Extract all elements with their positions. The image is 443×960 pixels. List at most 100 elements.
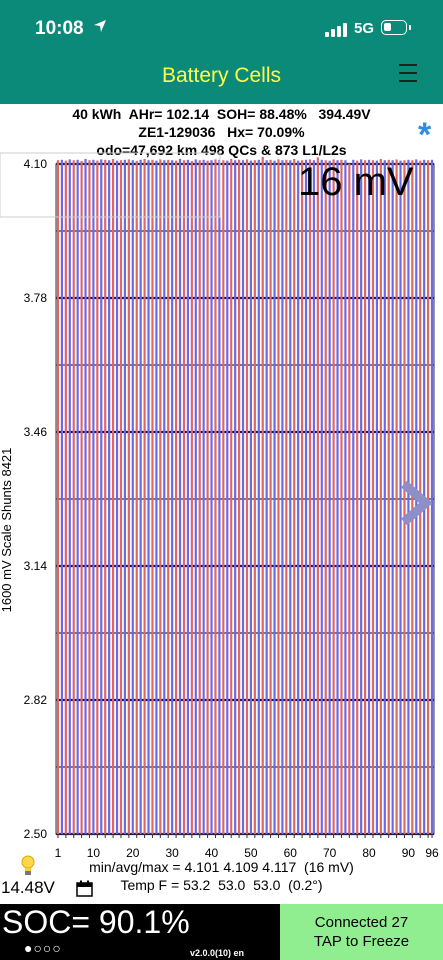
cell-bar (430, 159, 434, 834)
cell-bar (80, 161, 83, 834)
cell-bar (367, 159, 371, 834)
calendar-icon[interactable] (76, 880, 93, 897)
cell-bar (269, 159, 272, 834)
cellular-signal-icon (325, 21, 347, 37)
cell-bar (119, 160, 123, 835)
cell-bar (96, 160, 99, 834)
cell-bar (230, 158, 233, 835)
app-header: 10:08 5G Battery Cells (0, 0, 443, 104)
info-line-3: odo=47,692 km 498 QCs & 873 L1/L2s (96, 142, 347, 158)
cell-bar (257, 159, 260, 834)
x-tick-label: 40 (205, 846, 219, 860)
min-avg-max: min/avg/max = 4.101 4.109 4.117 (16 mV) (89, 859, 354, 875)
cell-bar (304, 159, 308, 834)
legend-box (0, 152, 221, 218)
x-tick-label: 90 (402, 846, 416, 860)
cell-bar (407, 159, 410, 834)
cell-bar (202, 159, 205, 834)
cell-bar (84, 158, 87, 835)
cell-bar (297, 160, 300, 834)
y-tick-label: 3.14 (24, 559, 48, 573)
cell-bar (356, 160, 359, 834)
cell-bar (285, 159, 288, 834)
page-title: Battery Cells (161, 64, 282, 87)
x-tick-label: 30 (165, 846, 179, 860)
cell-bar (387, 159, 390, 834)
cell-bar (108, 160, 111, 835)
cell-bar (249, 160, 253, 834)
cell-bar (363, 160, 367, 835)
x-tick-label: 96 (425, 846, 439, 860)
cell-bar (403, 160, 406, 835)
cell-bar (352, 159, 355, 834)
cell-bar (395, 159, 398, 834)
cell-bar (139, 159, 142, 834)
cell-bar (426, 160, 430, 835)
cell-bar (237, 159, 241, 834)
x-tick-label: 20 (126, 846, 140, 860)
x-tick-label: 50 (244, 846, 258, 860)
cell-bar (206, 160, 209, 834)
cell-bar (147, 160, 150, 835)
cell-bar (163, 160, 166, 835)
y-tick-label: 2.50 (24, 827, 48, 841)
menu-icon[interactable] (399, 62, 417, 84)
cell-bar (222, 160, 225, 835)
cell-bar (348, 163, 351, 834)
info-line-2: ZE1-129036 Hx= 70.09% (138, 124, 305, 140)
cell-bar (399, 160, 402, 834)
cell-bar (336, 160, 339, 835)
temperature-stats: Temp F = 53.2 53.0 53.0 (0.2°) (120, 877, 323, 893)
soc-value: SOC= 90.1% (2, 904, 190, 940)
info-line-1: 40 kWh AHr= 102.14 SOH= 88.48% 394.49V (72, 106, 371, 122)
status-time: 10:08 (35, 18, 84, 39)
freeze-hint: TAP to Freeze (313, 933, 410, 950)
cell-bar (127, 159, 130, 834)
star-icon[interactable]: * (418, 116, 432, 154)
cell-bar (198, 160, 201, 835)
lightbulb-icon[interactable] (20, 855, 36, 877)
y-axis-label: 1600 mV Scale Shunts 8421 (0, 448, 14, 613)
cell-bar (174, 160, 178, 834)
network-type: 5G (354, 20, 375, 37)
cell-bar (360, 159, 363, 834)
y-tick-labels: 4.10 3.78 3.46 3.14 2.82 2.50 (24, 157, 48, 841)
cell-bar (277, 159, 280, 834)
x-tick-label: 10 (87, 846, 101, 860)
cell-bar (131, 160, 134, 835)
cell-bar (261, 156, 264, 834)
cell-bar (328, 160, 331, 834)
cell-bar (104, 159, 107, 834)
plot-frame (55, 163, 435, 835)
cell-bar (383, 160, 386, 835)
connection-button[interactable]: Connected 27 TAP to Freeze (280, 904, 443, 960)
cell-bar (167, 159, 170, 834)
cell-bar (100, 159, 103, 834)
y-tick-label: 4.10 (24, 157, 48, 171)
cell-bar (316, 157, 319, 835)
cell-bar (289, 160, 292, 835)
app-version: v2.0.0(10) en (190, 948, 245, 958)
y-tick-label: 3.46 (24, 425, 48, 439)
battery-icon (381, 20, 407, 35)
cell-bar (234, 160, 237, 835)
cell-bar (143, 158, 146, 835)
aux-voltage: 14.48V (1, 878, 55, 897)
cell-bar (332, 159, 335, 834)
cell-bar (72, 160, 75, 835)
cell-bar (178, 158, 182, 835)
cell-bar (273, 160, 276, 834)
cell-bar (111, 158, 115, 835)
cell-bar (391, 160, 394, 835)
cell-bar (182, 160, 186, 835)
cell-bar (76, 159, 79, 834)
cell-bar (379, 158, 382, 835)
cell-bar (308, 159, 312, 834)
page-dots[interactable]: ●○○○ (24, 940, 62, 956)
battery-tip-icon (409, 25, 411, 30)
x-tick-labels: 1 10 20 30 40 50 60 70 80 90 96 (55, 834, 439, 860)
cell-bar (68, 159, 71, 834)
cell-voltage-chart[interactable]: 4.10 3.78 3.46 3.14 2.82 2.50 1 10 20 30 40 50 60 70… (0, 150, 443, 860)
chevron-right-icon[interactable] (398, 480, 432, 526)
cell-bar (320, 159, 323, 834)
